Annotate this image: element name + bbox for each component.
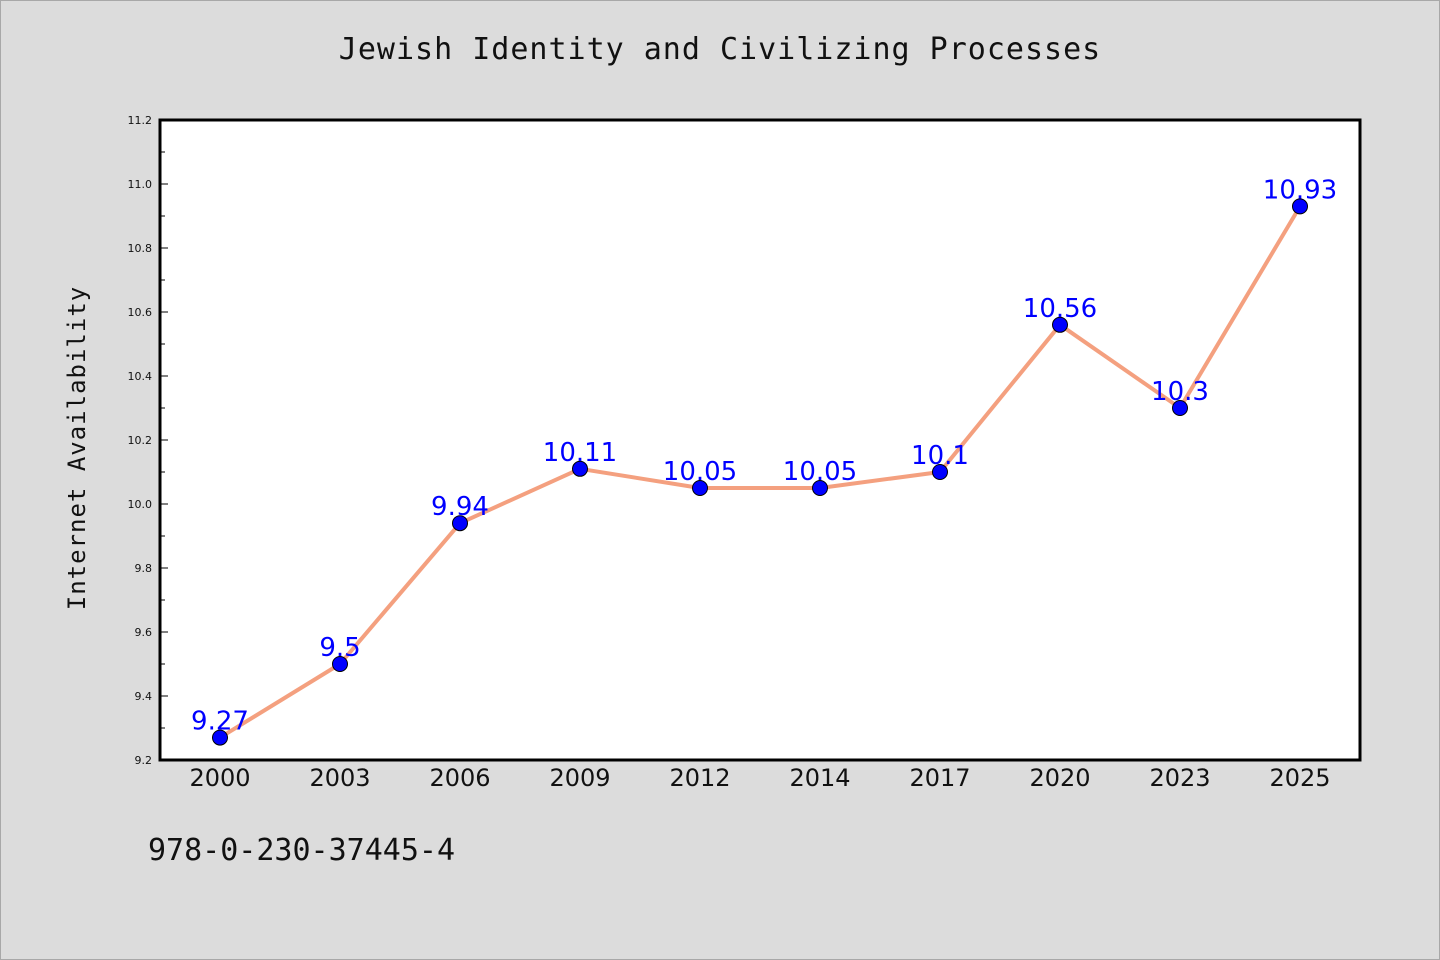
y-tick-label: 9.4 [135, 690, 153, 703]
x-tick-label: 2014 [789, 764, 850, 792]
data-point [812, 480, 828, 496]
data-label: 10.1 [911, 441, 969, 471]
y-tick-label: 10.2 [128, 434, 153, 447]
data-label: 10.93 [1263, 175, 1337, 205]
chart-title: Jewish Identity and Civilizing Processes [338, 32, 1102, 67]
series-line [218, 204, 1302, 740]
y-tick-label: 11.0 [128, 178, 153, 191]
data-label: 10.05 [663, 457, 737, 487]
data-label: 10.05 [783, 457, 857, 487]
y-tick-label: 9.6 [135, 626, 153, 639]
data-point [332, 656, 348, 672]
y-tick-label: 10.6 [128, 306, 153, 319]
data-point [452, 515, 468, 532]
data-label: 10.3 [1151, 377, 1209, 407]
data-label: 9.5 [319, 633, 360, 663]
data-point [212, 729, 228, 746]
plot-frame [158, 118, 1362, 762]
y-tick-label: 10.0 [128, 498, 153, 511]
data-point [572, 460, 588, 477]
x-tick-label: 2012 [669, 764, 730, 792]
data-label: 10.56 [1023, 294, 1097, 324]
x-tick-label: 2017 [909, 764, 970, 792]
data-point [1172, 400, 1188, 416]
x-tick-label: 2000 [189, 764, 250, 792]
x-tick-label: 2009 [549, 764, 610, 792]
plot-area [160, 120, 1360, 760]
data-point [692, 480, 708, 496]
data-point [932, 464, 948, 480]
x-tick-label: 2006 [429, 764, 490, 792]
isbn-caption: 978-0-230-37445-4 [148, 833, 456, 868]
data-label: 9.94 [431, 492, 489, 522]
data-point [1292, 198, 1308, 215]
y-tick-label: 9.8 [135, 562, 153, 575]
x-tick-label: 2003 [309, 764, 370, 792]
y-tick-label: 9.2 [135, 754, 153, 767]
data-point [1052, 316, 1068, 333]
x-tick-label: 2020 [1029, 764, 1090, 792]
x-tick-label: 2025 [1269, 764, 1330, 792]
y-tick-label: 11.2 [128, 114, 153, 127]
data-label: 9.27 [191, 707, 249, 737]
data-label: 10.11 [543, 438, 617, 468]
x-tick-label: 2023 [1149, 764, 1210, 792]
y-tick-label: 10.8 [128, 242, 153, 255]
y-tick-label: 10.4 [128, 370, 153, 383]
